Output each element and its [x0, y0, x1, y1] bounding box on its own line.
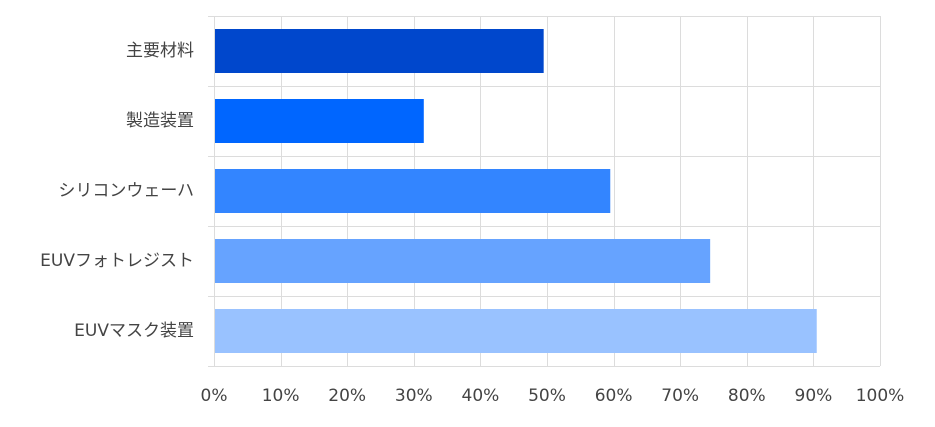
x-tick-label: 100% — [856, 386, 905, 406]
bar — [215, 169, 611, 213]
x-axis-tick-labels: 0% 10% 20% 30% 40% 50% 60% 70% 80% 90% 100% — [201, 386, 905, 406]
category-label: EUVマスク装置 — [74, 321, 194, 341]
x-tick-label: 20% — [328, 386, 366, 406]
category-label: シリコンウェーハ — [58, 181, 194, 201]
x-tick-label: 40% — [462, 386, 500, 406]
x-tick-label: 70% — [661, 386, 699, 406]
x-tick-label: 90% — [795, 386, 833, 406]
bar — [215, 309, 817, 353]
category-label: 製造装置 — [126, 111, 194, 131]
category-label: EUVフォトレジスト — [40, 251, 194, 271]
x-tick-label: 50% — [528, 386, 566, 406]
bar — [215, 239, 711, 283]
x-tick-label: 60% — [595, 386, 633, 406]
x-tick-label: 10% — [262, 386, 300, 406]
bar — [215, 99, 424, 143]
bars — [215, 29, 817, 353]
bar — [215, 29, 544, 73]
x-tick-label: 80% — [728, 386, 766, 406]
category-label: 主要材料 — [126, 41, 194, 61]
x-tick-label: 0% — [201, 386, 228, 406]
x-tick-label: 30% — [395, 386, 433, 406]
